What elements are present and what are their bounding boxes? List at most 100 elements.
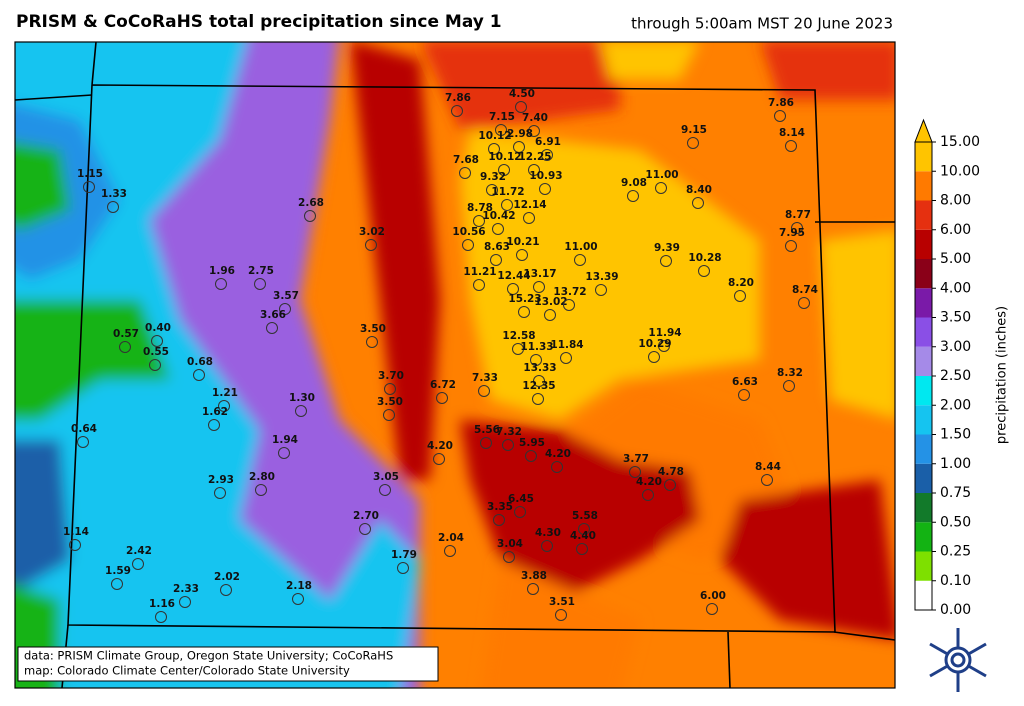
colorbar-bin (915, 317, 932, 347)
station-marker (642, 489, 654, 501)
station-marker (111, 578, 123, 590)
station-marker (366, 336, 378, 348)
station-marker (295, 405, 307, 417)
station-marker (532, 393, 544, 405)
station-marker (383, 409, 395, 421)
station-label: 4.20 (636, 476, 662, 488)
station-marker (658, 340, 670, 352)
station-label: 3.50 (360, 323, 386, 335)
station-marker (151, 335, 163, 347)
station-marker (149, 359, 161, 371)
station-label: 10.28 (688, 252, 721, 264)
station-label: 2.18 (286, 580, 312, 592)
station-label: 5.56 (474, 424, 500, 436)
station-marker (533, 281, 545, 293)
station-marker (514, 506, 526, 518)
station-marker (107, 201, 119, 213)
colorbar-tick-label: 5.00 (940, 251, 971, 267)
station-label: 13.17 (523, 268, 556, 280)
station-marker (512, 343, 524, 355)
station-marker (459, 167, 471, 179)
station-label: 11.00 (645, 169, 678, 181)
station-label: 10.21 (506, 236, 539, 248)
station-label: 3.88 (521, 570, 547, 582)
station-label: 4.50 (509, 88, 535, 100)
colorbar-bin (915, 522, 932, 552)
station-label: 3.57 (273, 290, 299, 302)
colorbar-tick-label: 4.00 (940, 280, 971, 296)
station-label: 12.14 (513, 199, 546, 211)
colorbar-bin (915, 229, 932, 259)
station-label: 2.68 (298, 197, 324, 209)
station-label: 4.78 (658, 466, 684, 478)
colorbar-tick-label: 2.50 (940, 368, 971, 384)
station-marker (563, 299, 575, 311)
station-label: 11.33 (520, 341, 553, 353)
station-label: 0.55 (143, 346, 169, 358)
station-marker (69, 539, 81, 551)
station-marker (444, 545, 456, 557)
station-label: 1.21 (212, 387, 238, 399)
station-label: 3.50 (377, 396, 403, 408)
station-marker (629, 466, 641, 478)
station-label: 7.86 (445, 92, 471, 104)
colorbar-bin (915, 434, 932, 464)
station-label: 8.20 (728, 277, 754, 289)
station-label: 2.02 (214, 571, 240, 583)
station-marker (560, 352, 572, 364)
station-marker (687, 137, 699, 149)
station-marker (501, 199, 513, 211)
station-marker (220, 584, 232, 596)
station-label: 12.35 (522, 380, 555, 392)
station-label: 3.02 (359, 226, 385, 238)
station-marker (648, 351, 660, 363)
station-marker (83, 181, 95, 193)
station-marker (698, 265, 710, 277)
station-marker (539, 183, 551, 195)
station-marker (516, 249, 528, 261)
colorbar-bin (915, 551, 932, 581)
station-label: 7.68 (453, 154, 479, 166)
station-marker (541, 540, 553, 552)
station-marker (278, 447, 290, 459)
station-label: 8.78 (467, 202, 493, 214)
station-label: 7.40 (522, 112, 548, 124)
station-marker (660, 255, 672, 267)
station-label: 2.80 (249, 471, 275, 483)
station-marker (304, 210, 316, 222)
station-label: 2.75 (248, 265, 274, 277)
station-label: 10.12 (488, 151, 521, 163)
station-marker (528, 164, 540, 176)
colorbar-tick-label: 3.00 (940, 339, 971, 355)
station-marker (664, 479, 676, 491)
station-marker (132, 558, 144, 570)
colorbar-bin (915, 405, 932, 435)
station-label: 3.77 (623, 453, 649, 465)
station-label: 9.08 (621, 177, 647, 189)
station-label: 3.66 (260, 309, 286, 321)
colorbar-tick-label: 0.00 (940, 602, 971, 618)
station-label: 1.33 (101, 188, 127, 200)
station-marker (692, 197, 704, 209)
station-marker (214, 487, 226, 499)
station-label: 13.72 (553, 286, 586, 298)
station-marker (738, 389, 750, 401)
station-label: 4.20 (427, 440, 453, 452)
station-marker (523, 212, 535, 224)
station-marker (480, 437, 492, 449)
station-marker (578, 523, 590, 535)
station-marker (498, 164, 510, 176)
station-marker (193, 369, 205, 381)
station-marker (490, 254, 502, 266)
station-label: 12.58 (502, 330, 535, 342)
station-marker (785, 140, 797, 152)
station-label: 2.04 (438, 532, 464, 544)
colorbar-bin (915, 171, 932, 201)
station-label: 1.96 (209, 265, 235, 277)
station-label: 8.14 (779, 127, 805, 139)
station-label: 1.94 (272, 434, 298, 446)
station-marker (627, 190, 639, 202)
station-marker (493, 514, 505, 526)
colorbar-tick-label: 8.00 (940, 193, 971, 209)
colorbar-tick-label: 10.00 (940, 163, 980, 179)
